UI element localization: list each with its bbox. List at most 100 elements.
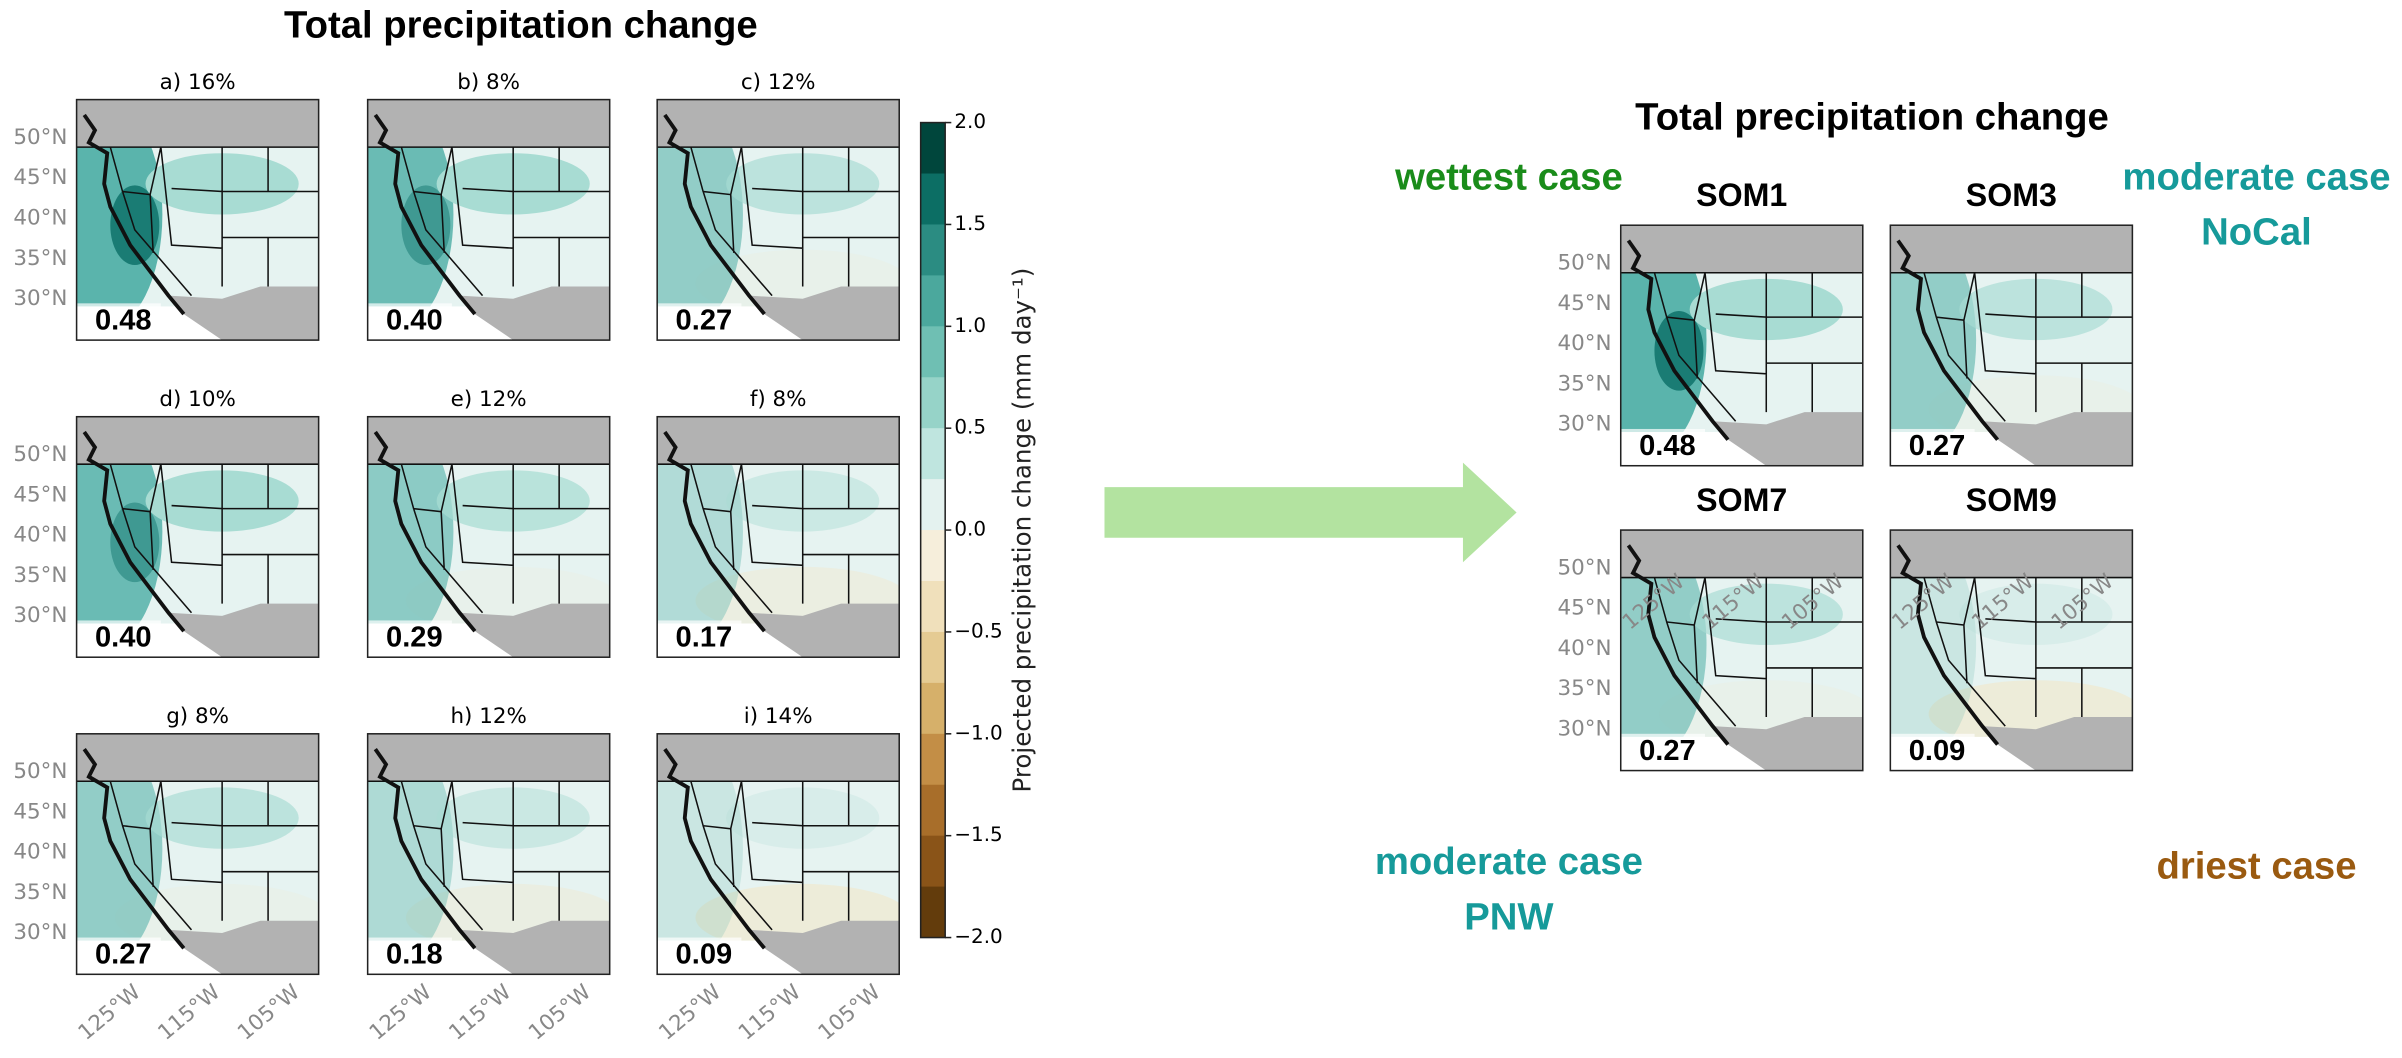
panel-value: 0.40 <box>95 622 152 654</box>
lat-label: 50°N <box>13 442 67 467</box>
lon-label: 105°W <box>233 980 305 1046</box>
lon-label: 105°W <box>524 980 596 1046</box>
lat-label: 50°N <box>13 125 67 150</box>
panel-value: 0.27 <box>1639 735 1696 767</box>
map-body <box>46 734 329 975</box>
colorbar-band <box>921 836 946 887</box>
lat-label: 45°N <box>13 482 67 507</box>
panel-title: h) 12% <box>450 704 526 729</box>
map-panel: 0.27 c) 12% <box>627 70 910 340</box>
map-panel: 0.29 e) 12% <box>337 387 620 657</box>
lat-label: 35°N <box>1557 371 1611 396</box>
lat-label: 40°N <box>13 523 67 548</box>
map-panel: 0.40 d) 10% <box>46 387 329 657</box>
map-panel: 0.48a) 16% <box>46 70 329 340</box>
canada <box>368 100 610 147</box>
panel-value: 0.27 <box>95 939 152 971</box>
canada <box>1621 530 1863 577</box>
colorbar-label: Projected precipitation change (mm day⁻¹… <box>1007 268 1036 793</box>
lat-label: 35°N <box>1557 676 1611 701</box>
lat-label: 50°N <box>1557 555 1611 580</box>
lat-label: 30°N <box>1557 412 1611 437</box>
annotation: driest case <box>2156 845 2356 888</box>
colorbar-band <box>921 224 946 275</box>
panel-value: 0.48 <box>95 304 152 336</box>
lon-label: 125°W <box>74 980 146 1046</box>
annotation: wettest case <box>1394 155 1623 198</box>
colorbar-band <box>921 479 946 530</box>
panel-value: 0.27 <box>676 304 733 336</box>
lat-label: 40°N <box>1557 636 1611 661</box>
colorbar-band <box>921 887 946 938</box>
panel-value: 0.29 <box>386 622 443 654</box>
colorbar-tick-label: −1.0 <box>954 721 1002 744</box>
map-panel: 0.40 b) 8% <box>337 70 620 340</box>
canada <box>657 417 899 464</box>
map-body <box>1860 225 2143 466</box>
panel-title: g) 8% <box>166 704 229 729</box>
lat-label: 40°N <box>13 205 67 230</box>
colorbar-band <box>921 275 946 326</box>
lat-label: 50°N <box>13 759 67 784</box>
right-title: Total precipitation change <box>1635 96 2109 139</box>
lat-label: 45°N <box>1557 291 1611 316</box>
map-panel: 0.27 g) 8% <box>46 704 329 974</box>
map-body <box>337 734 620 975</box>
lon-label: 105°W <box>814 980 886 1046</box>
map-body <box>46 417 329 658</box>
colorbar-band <box>921 428 946 479</box>
panel-title: f) 8% <box>750 387 807 412</box>
panel-title: SOM7 <box>1696 482 1787 518</box>
panel-title: d) 10% <box>159 387 235 412</box>
lon-label: 125°W <box>365 980 437 1046</box>
lat-label: 35°N <box>13 563 67 588</box>
map-panel: 0.18 h) 12% <box>337 704 620 974</box>
panel-value: 0.40 <box>386 304 443 336</box>
annotation: moderate case <box>2122 155 2390 198</box>
lat-label: 30°N <box>13 286 67 311</box>
panel-value: 0.09 <box>1909 735 1966 767</box>
panel-value: 0.18 <box>386 939 443 971</box>
colorbar-band <box>921 123 946 174</box>
lat-label: 30°N <box>13 920 67 945</box>
map-panel: 0.48SOM1 <box>1590 177 1873 466</box>
map-body <box>337 100 620 341</box>
colorbar-tick-label: −1.5 <box>954 823 1002 846</box>
canada <box>77 734 319 781</box>
colorbar-band <box>921 632 946 683</box>
lat-label: 45°N <box>1557 596 1611 621</box>
colorbar-band <box>921 785 946 836</box>
colorbar-band <box>921 174 946 225</box>
colorbar-tick-label: 0.5 <box>954 416 986 439</box>
lat-label: 45°N <box>13 165 67 190</box>
colorbar-tick-label: 1.0 <box>954 314 986 337</box>
lat-label: 30°N <box>13 603 67 628</box>
panel-title: e) 12% <box>451 387 527 412</box>
colorbar-tick-label: −0.5 <box>954 619 1002 642</box>
lat-label: 30°N <box>1557 717 1611 742</box>
lat-label: 45°N <box>13 799 67 824</box>
lat-label: 35°N <box>13 246 67 271</box>
canada <box>657 734 899 781</box>
annotation: NoCal <box>2201 211 2312 254</box>
canada <box>1890 530 2132 577</box>
colorbar-band <box>921 530 946 581</box>
lon-label: 115°W <box>444 980 516 1046</box>
panel-title: SOM1 <box>1696 177 1787 213</box>
canada <box>1621 225 1863 272</box>
colorbar-tick-label: 2.0 <box>954 110 986 133</box>
panel-title: c) 12% <box>741 70 816 95</box>
colorbar-tick-label: 0.0 <box>954 518 986 541</box>
map-body <box>1860 530 2143 771</box>
canada <box>77 417 319 464</box>
lat-label: 40°N <box>13 840 67 865</box>
panel-title: b) 8% <box>457 70 520 95</box>
panel-title: SOM3 <box>1966 177 2057 213</box>
arrow <box>1104 463 1516 563</box>
colorbar-band <box>921 683 946 734</box>
lon-label: 115°W <box>734 980 806 1046</box>
panel-value: 0.09 <box>676 939 733 971</box>
left-title: Total precipitation change <box>284 4 758 47</box>
colorbar-band <box>921 377 946 428</box>
